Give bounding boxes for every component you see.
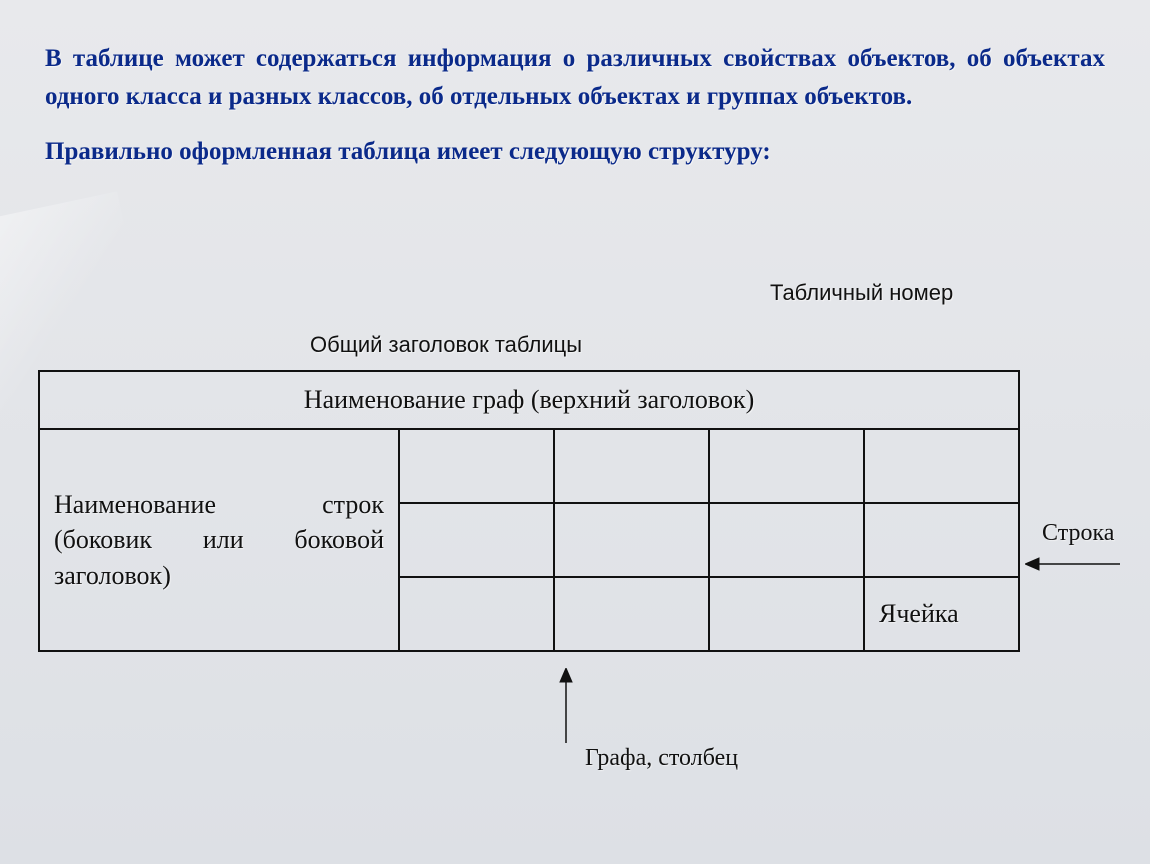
- table-cell: [399, 577, 554, 651]
- table-cell: [554, 429, 709, 503]
- table-row: Наименование строк (боковик или боковой …: [39, 429, 1019, 503]
- arrow-left-icon: [1025, 554, 1125, 574]
- arrow-up-icon: [556, 668, 576, 748]
- side-header-cell: Наименование строк (боковик или боковой …: [39, 429, 399, 651]
- top-header-cell: Наименование граф (верхний заголовок): [39, 371, 1019, 429]
- intro-paragraph-1: В таблице может содержаться информация о…: [45, 40, 1105, 115]
- table-structure-diagram: Наименование граф (верхний заголовок) На…: [38, 370, 1018, 652]
- table-cell: [554, 577, 709, 651]
- table-cell: [864, 503, 1019, 577]
- table-number-label: Табличный номер: [770, 280, 953, 306]
- table-cell: [399, 503, 554, 577]
- labelled-cell: Ячейка: [864, 577, 1019, 651]
- column-pointer-label: Графа, столбец: [585, 745, 738, 772]
- row-pointer-label: Строка: [1042, 520, 1114, 547]
- table-cell: [554, 503, 709, 577]
- table-cell: [399, 429, 554, 503]
- slide-content: В таблице может содержаться информация о…: [45, 40, 1105, 189]
- table-cell: [709, 503, 864, 577]
- table-caption-label: Общий заголовок таблицы: [310, 332, 582, 358]
- table-cell: [709, 429, 864, 503]
- intro-paragraph-2: Правильно оформленная таблица имеет след…: [45, 133, 1105, 171]
- structure-table: Наименование граф (верхний заголовок) На…: [38, 370, 1020, 652]
- table-cell: [709, 577, 864, 651]
- table-cell: [864, 429, 1019, 503]
- table-top-header-row: Наименование граф (верхний заголовок): [39, 371, 1019, 429]
